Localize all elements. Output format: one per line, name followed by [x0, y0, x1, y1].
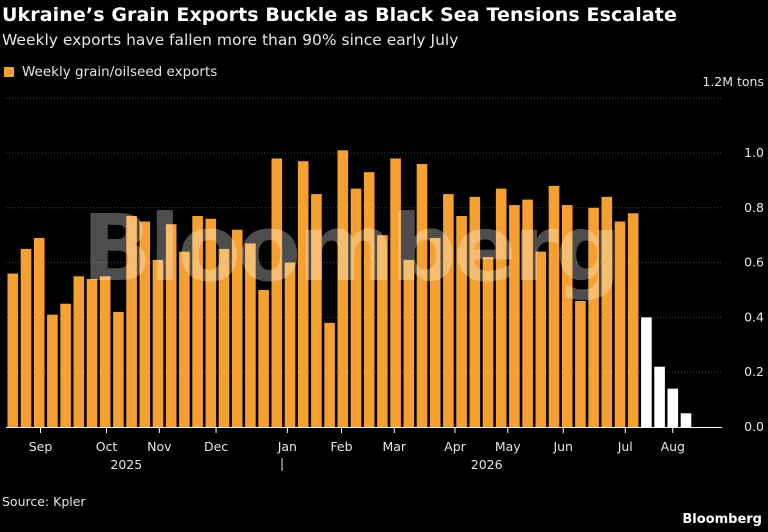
bar [429, 237, 441, 427]
bar [33, 237, 45, 427]
bloomberg-logo: Bloomberg [682, 512, 762, 527]
bar [456, 216, 467, 427]
bar [575, 300, 586, 427]
x-tick-label: Oct [96, 439, 118, 454]
source-note: Source: Kpler [2, 494, 86, 509]
legend: Weekly grain/oilseed exports [4, 64, 217, 80]
bar [218, 248, 230, 427]
legend-label: Weekly grain/oilseed exports [22, 64, 218, 80]
bar [403, 259, 415, 427]
x-tick-label: Jan [277, 439, 297, 454]
bar-recent [667, 388, 679, 427]
bar [7, 273, 19, 427]
bar [416, 163, 428, 427]
bar [258, 290, 269, 427]
chart-title: Ukraine’s Grain Exports Buckle as Black … [2, 4, 677, 26]
bar [324, 322, 335, 427]
x-year-label: 2025 [110, 457, 142, 472]
y-tick-label: 0.4 [744, 309, 764, 324]
bar [126, 216, 137, 427]
bar [443, 194, 454, 427]
bar [469, 196, 481, 427]
bar [548, 185, 560, 427]
bar [179, 251, 190, 427]
x-tick-label: Mar [382, 439, 406, 454]
bar [588, 207, 599, 427]
bar [390, 158, 401, 428]
bar-recent [654, 366, 665, 427]
bar [73, 276, 85, 427]
bar [561, 205, 573, 427]
bar [139, 221, 151, 427]
bar [271, 158, 283, 428]
bar [311, 194, 322, 427]
bar [509, 205, 520, 427]
x-tick-label: May [495, 439, 521, 454]
bar [377, 235, 388, 427]
x-tick-label: Jul [617, 439, 633, 454]
x-tick-label: Jun [552, 439, 573, 454]
y-tick-label: 0.2 [744, 364, 764, 379]
legend-swatch [4, 67, 14, 77]
bar [113, 311, 124, 427]
bar [205, 218, 217, 427]
bar-recent [641, 317, 652, 427]
bar [363, 172, 375, 427]
bar [20, 248, 32, 427]
bar [337, 150, 349, 427]
bar [522, 199, 533, 427]
x-tick-label: Sep [29, 439, 53, 454]
bar [495, 188, 507, 427]
y-unit-label: 1.2M tons [702, 74, 764, 89]
x-tick-label: Dec [204, 439, 228, 454]
bar [99, 276, 111, 427]
bar [601, 196, 613, 427]
y-tick-label: 0.6 [744, 255, 764, 270]
bar [60, 303, 71, 427]
bar [482, 257, 494, 427]
y-tick-label: 0.8 [744, 200, 764, 215]
bar [297, 161, 309, 427]
x-tick-label: Nov [147, 439, 172, 454]
bar [245, 243, 256, 427]
y-tick-label: 0.0 [744, 419, 764, 434]
bar [192, 216, 203, 427]
bar [350, 188, 362, 427]
bar [165, 224, 177, 427]
bar [627, 213, 639, 427]
bar [284, 262, 296, 427]
chart-subtitle: Weekly exports have fallen more than 90%… [2, 31, 459, 49]
x-tick-label: Aug [661, 439, 685, 454]
y-tick-label: 1.0 [744, 145, 764, 160]
bar [47, 314, 58, 427]
bar [231, 229, 243, 427]
x-tick-label: Apr [444, 439, 466, 454]
bar [86, 279, 98, 427]
bar [535, 251, 547, 427]
bar [614, 221, 626, 427]
bar [152, 259, 164, 427]
bar-recent [680, 413, 692, 427]
x-tick-label: Feb [330, 439, 352, 454]
x-year-label: 2026 [471, 457, 503, 472]
